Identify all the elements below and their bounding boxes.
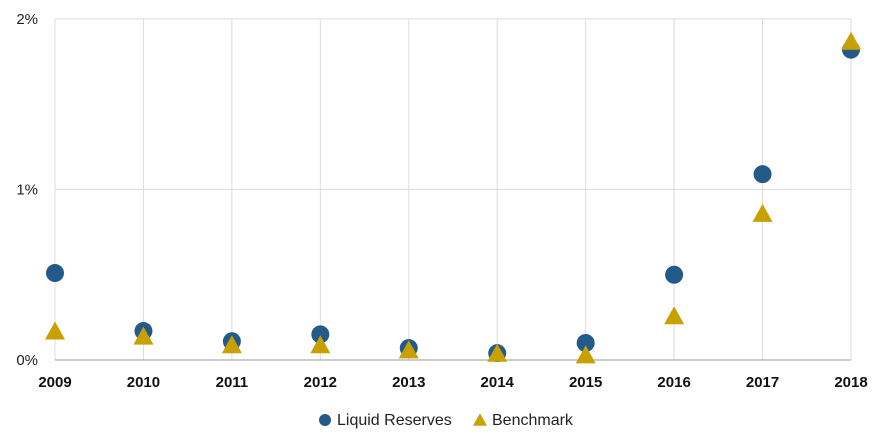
benchmark-point (221, 335, 242, 354)
y-tick-label: 1% (16, 182, 38, 199)
x-tick-label: 2013 (392, 374, 425, 391)
liquid-reserves-point (311, 325, 330, 344)
grid (54, 18, 852, 361)
x-tick-label: 2016 (657, 374, 690, 391)
liquid-reserves-point (665, 265, 684, 284)
y-tick-label: 2% (16, 11, 38, 28)
benchmark-point (664, 306, 685, 325)
benchmark-point (45, 321, 65, 340)
x-tick-label: 2011 (216, 374, 249, 391)
y-tick-label: 0% (16, 352, 38, 369)
benchmark-point (133, 326, 154, 345)
y-axis-ticks: 0% 1% 2% (16, 11, 38, 369)
liquid-reserves-point (576, 333, 595, 352)
legend-label: Liquid Reserves (337, 412, 452, 429)
benchmark-point (575, 345, 596, 364)
benchmark-point (310, 335, 331, 354)
benchmark-point (398, 340, 419, 359)
x-tick-label: 2014 (481, 374, 515, 391)
x-tick-label: 2010 (127, 374, 160, 391)
benchmark-point (487, 343, 508, 362)
x-tick-label: 2015 (569, 374, 602, 391)
x-tick-label: 2017 (746, 374, 779, 391)
benchmark-point (841, 31, 861, 50)
data-points (45, 31, 861, 364)
x-axis-ticks: 2009 2010 2011 2012 2013 2014 2015 2016 2017 2018 (38, 374, 867, 391)
legend: Liquid Reserves Benchmark (319, 412, 574, 429)
legend-triangle-icon (473, 413, 487, 426)
x-tick-label: 2018 (834, 374, 867, 391)
liquid-reserves-point (46, 264, 64, 283)
benchmark-point (752, 203, 773, 222)
legend-circle-icon (319, 414, 331, 426)
x-tick-label: 2009 (38, 374, 71, 391)
x-tick-label: 2012 (304, 374, 337, 391)
liquid-reserves-point (753, 165, 772, 184)
legend-label: Benchmark (492, 412, 574, 429)
